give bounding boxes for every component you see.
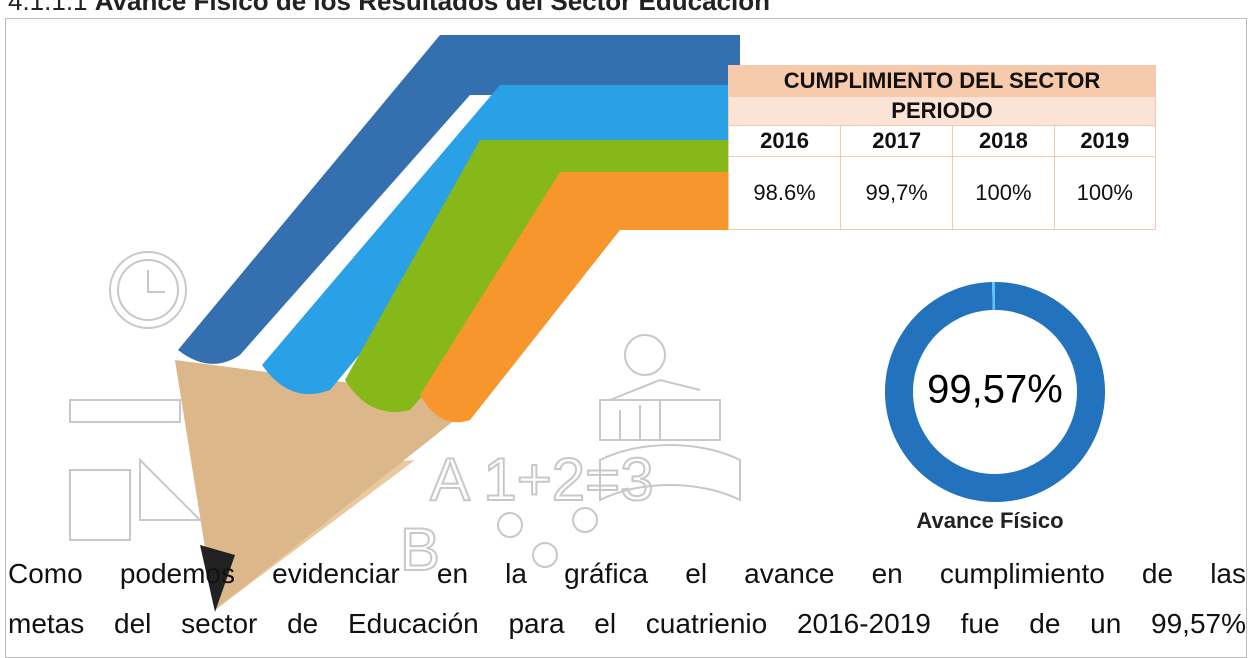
- paragraph-line: metas del sector de Educación para el cu…: [8, 608, 1246, 640]
- gauge-caption: Avance Físico: [916, 508, 1063, 533]
- gauge-label: 99,57%: [927, 368, 1063, 412]
- paragraph-line: Como podemos evidenciar en la gráfica el…: [8, 558, 1246, 590]
- page: {"heading": {"number": "4.1.1.1", "title…: [0, 0, 1254, 630]
- gauge: 99,57% Avance Físico: [0, 0, 1254, 630]
